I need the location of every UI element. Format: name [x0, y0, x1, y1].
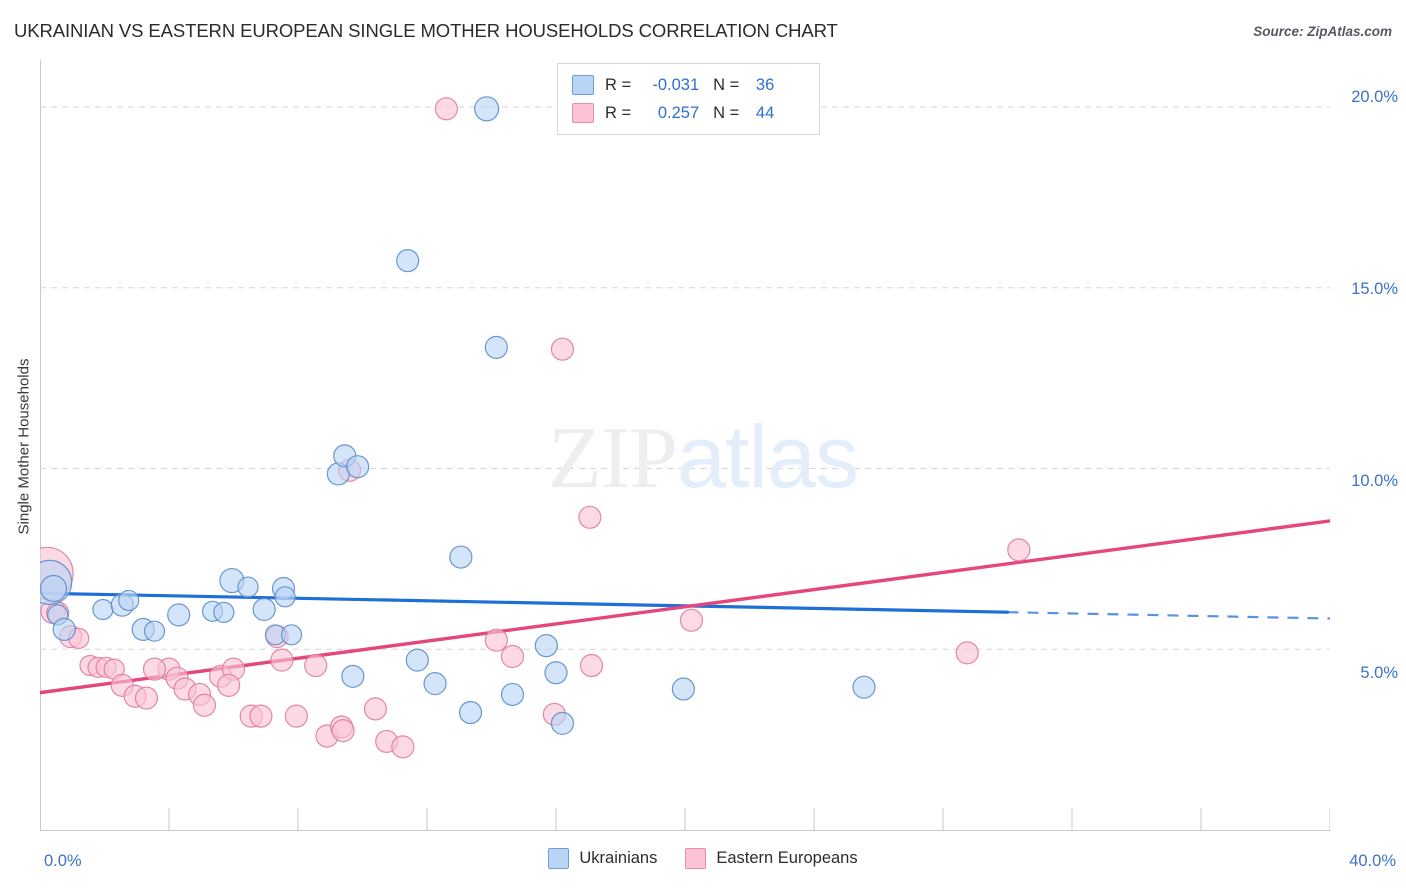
- scatter-point[interactable]: [249, 704, 273, 728]
- n-value-blue: 36: [755, 75, 775, 94]
- scatter-point[interactable]: [270, 648, 294, 672]
- legend-item-eastern-europeans[interactable]: Eastern Europeans: [685, 848, 858, 869]
- scatter-point[interactable]: [484, 628, 508, 652]
- scatter-point[interactable]: [284, 704, 308, 728]
- scatter-point[interactable]: [134, 686, 159, 710]
- scatter-point[interactable]: [217, 673, 241, 698]
- x-axis-line: [40, 830, 1330, 831]
- scatter-plot-area: [40, 60, 1330, 830]
- n-value-pink: 44: [755, 103, 775, 122]
- series-eastern-europeans: [40, 97, 1031, 759]
- scatter-point[interactable]: [213, 601, 235, 623]
- source-label: Source: ZipAtlas.com: [1253, 24, 1392, 39]
- page-title: UKRAINIAN VS EASTERN EUROPEAN SINGLE MOT…: [14, 20, 838, 41]
- n-label-blue: N =: [713, 75, 740, 94]
- scatter-point[interactable]: [280, 624, 303, 646]
- scatter-point[interactable]: [142, 657, 167, 681]
- legend-label-ukrainians: Ukrainians: [579, 849, 658, 867]
- legend-swatch-blue: [572, 75, 594, 95]
- scatter-point[interactable]: [252, 597, 276, 622]
- r-label-pink: R =: [605, 103, 632, 122]
- scatter-point[interactable]: [955, 641, 979, 665]
- scatter-point[interactable]: [500, 644, 525, 669]
- stats-row-ukrainians: R = -0.031 N = 36: [572, 71, 809, 99]
- y-tick-label-5: 5.0%: [1360, 664, 1398, 682]
- y-tick-label-20: 20.0%: [1351, 88, 1398, 106]
- scatter-point[interactable]: [346, 455, 370, 479]
- scatter-point[interactable]: [143, 620, 166, 642]
- trendline-dashed: [1007, 611, 1330, 620]
- scatter-point[interactable]: [304, 653, 328, 678]
- scatter-point[interactable]: [363, 697, 387, 721]
- scatter-point[interactable]: [679, 608, 704, 632]
- legend-swatch-pink: [572, 103, 594, 123]
- scatter-point[interactable]: [474, 96, 500, 122]
- scatter-point[interactable]: [167, 603, 191, 627]
- legend-item-ukrainians[interactable]: Ukrainians: [548, 848, 657, 869]
- n-label-pink: N =: [713, 103, 740, 122]
- y-tick-label-10: 10.0%: [1351, 472, 1398, 490]
- y-axis-line: [40, 60, 41, 831]
- y-tick-label-15: 15.0%: [1351, 280, 1398, 298]
- r-value-pink: 0.257: [657, 103, 700, 122]
- correlation-stats-legend: R = -0.031 N = 36 R = 0.257 N = 44: [557, 63, 820, 135]
- scatter-point[interactable]: [550, 337, 575, 361]
- x-tick-label-max: 40.0%: [1349, 852, 1396, 870]
- scatter-point[interactable]: [341, 664, 365, 688]
- legend-label-eastern-europeans: Eastern Europeans: [716, 849, 858, 867]
- scatter-point[interactable]: [578, 505, 602, 529]
- scatter-point[interactable]: [40, 574, 68, 603]
- scatter-point[interactable]: [458, 700, 483, 725]
- scatter-point[interactable]: [852, 675, 876, 699]
- scatter-point[interactable]: [405, 648, 429, 672]
- scatter-point[interactable]: [449, 545, 473, 569]
- legend-color-box-ukrainians: [548, 848, 570, 869]
- scatter-point[interactable]: [118, 589, 140, 612]
- scatter-point[interactable]: [274, 586, 296, 608]
- scatter-point[interactable]: [500, 682, 525, 707]
- trendline-solid: [40, 591, 1010, 614]
- scatter-point[interactable]: [534, 634, 558, 658]
- scatter-point[interactable]: [396, 249, 420, 273]
- series-ukrainians: [40, 96, 876, 735]
- y-axis-title: Single Mother Households: [10, 0, 38, 892]
- scatter-point[interactable]: [434, 97, 458, 121]
- scatter-point[interactable]: [92, 598, 114, 621]
- scatter-point[interactable]: [331, 718, 355, 743]
- stats-row-eastern-europeans: R = 0.257 N = 44: [572, 99, 809, 127]
- scatter-point[interactable]: [484, 335, 508, 359]
- scatter-point[interactable]: [423, 671, 447, 696]
- x-tick-label-min: 0.0%: [44, 852, 82, 870]
- plot-svg: [40, 96, 1330, 830]
- y-axis-title-text: Single Mother Households: [15, 358, 33, 534]
- scatter-point[interactable]: [1007, 538, 1031, 562]
- r-label-blue: R =: [605, 75, 632, 94]
- trendline-solid: [40, 519, 1330, 695]
- series-legend: Ukrainians Eastern Europeans: [0, 848, 1406, 869]
- scatter-point[interactable]: [544, 661, 568, 685]
- scatter-point[interactable]: [52, 617, 76, 641]
- scatter-point[interactable]: [671, 677, 695, 701]
- r-value-blue: -0.031: [652, 75, 700, 94]
- legend-color-box-eastern-europeans: [685, 848, 707, 869]
- scatter-point[interactable]: [192, 693, 217, 717]
- scatter-point[interactable]: [579, 653, 604, 678]
- scatter-point[interactable]: [237, 576, 259, 598]
- scatter-point[interactable]: [550, 711, 575, 735]
- scatter-point[interactable]: [391, 735, 415, 759]
